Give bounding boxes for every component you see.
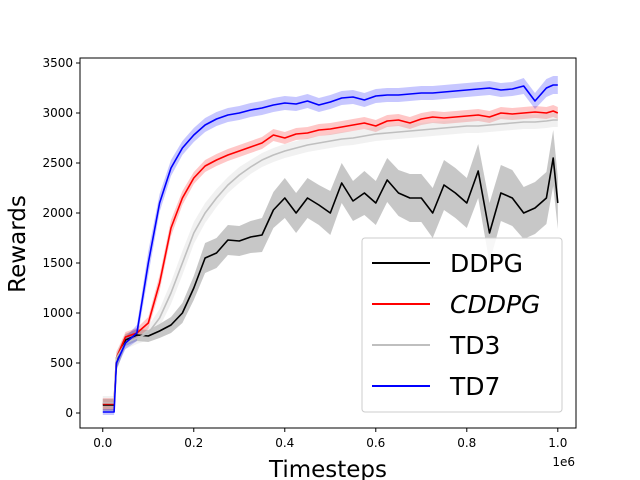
confidence-bands xyxy=(102,76,558,415)
legend-label-ddpg: DDPG xyxy=(450,249,523,278)
y-tick-label: 2500 xyxy=(42,156,73,170)
x-tick-label: 1.0 xyxy=(548,436,567,450)
x-tick-label: 0.4 xyxy=(275,436,294,450)
y-axis-label: Rewards xyxy=(5,195,31,293)
legend-label-td7: TD7 xyxy=(449,372,500,401)
cddpg-line xyxy=(102,110,559,405)
legend-label-cddpg: CDDPG xyxy=(450,290,540,319)
plot-frame xyxy=(79,57,577,429)
x-axis: 0.0 0.2 0.4 0.6 0.8 1.0 xyxy=(93,428,567,450)
ddpg-line xyxy=(102,157,559,406)
y-tick-label: 500 xyxy=(50,356,73,370)
y-tick-label: 0 xyxy=(65,406,73,420)
x-tick-label: 0.2 xyxy=(184,436,203,450)
legend-label-td3: TD3 xyxy=(449,331,500,360)
legend-box xyxy=(361,237,563,413)
x-tick-label: 0.0 xyxy=(93,436,112,450)
x-axis-offset-label: 1e6 xyxy=(552,455,575,469)
td3-line xyxy=(102,119,558,404)
x-tick-label: 0.6 xyxy=(366,436,385,450)
x-tick-label: 0.8 xyxy=(457,436,476,450)
series-lines xyxy=(102,84,559,413)
y-tick-label: 1000 xyxy=(42,306,73,320)
y-tick-label: 2000 xyxy=(42,206,73,220)
td7-line xyxy=(102,84,558,413)
legend: DDPG CDDPG TD3 TD7 xyxy=(361,237,563,413)
x-axis-label: Timesteps xyxy=(268,457,387,480)
y-tick-label: 3000 xyxy=(42,106,73,120)
y-tick-label: 3500 xyxy=(42,56,73,70)
y-axis: 0 500 1000 1500 2000 2500 3000 3500 xyxy=(42,56,80,420)
ddpg-band xyxy=(102,130,558,411)
y-tick-label: 1500 xyxy=(42,256,73,270)
